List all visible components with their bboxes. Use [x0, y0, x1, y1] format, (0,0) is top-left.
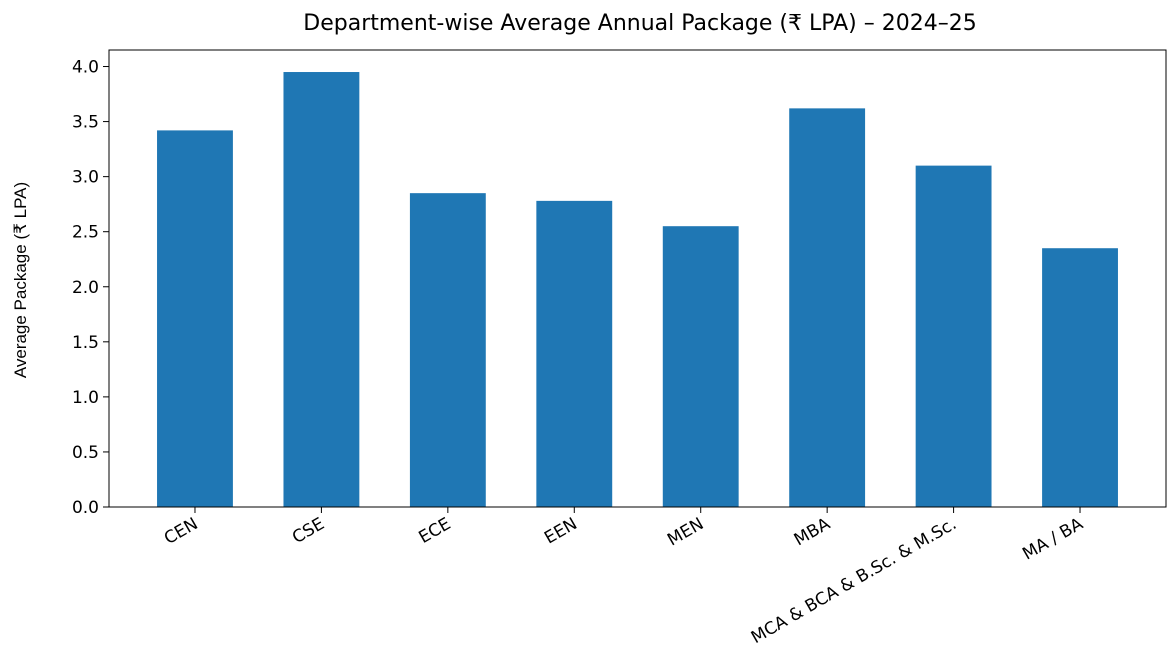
x-tick-label: MA / BA	[1019, 514, 1087, 565]
bar	[915, 165, 992, 507]
bar	[1042, 248, 1118, 508]
chart-title: Department-wise Average Annual Package (…	[303, 11, 976, 36]
x-tick-label: EEN	[541, 514, 581, 548]
y-tick-label: 3.5	[72, 113, 99, 133]
y-tick-label: 4.0	[72, 58, 99, 78]
y-tick-label: 0.5	[72, 443, 99, 463]
bar	[789, 108, 866, 507]
x-tick-label: ECE	[415, 514, 454, 548]
bar	[409, 193, 486, 508]
bar	[536, 200, 613, 508]
y-tick-label: 0.0	[72, 498, 99, 518]
y-tick-label: 1.5	[72, 333, 99, 353]
plot-frame	[108, 49, 1167, 508]
y-tick-label: 1.0	[72, 388, 99, 408]
y-tick-label: 2.5	[72, 223, 99, 243]
bar	[157, 130, 233, 508]
bar	[283, 72, 360, 507]
x-tick-label: MEN	[664, 514, 707, 550]
y-tick-label: 3.0	[72, 168, 99, 188]
x-tick-label: CSE	[289, 514, 328, 548]
y-axis-label: Average Package (₹ LPA)	[11, 182, 30, 378]
y-tick-label: 2.0	[72, 278, 99, 298]
x-tick-label: CEN	[161, 514, 202, 549]
x-tick-label: MCA & BCA & B.Sc. & M.Sc.	[748, 514, 960, 648]
x-tick-label: MBA	[791, 514, 834, 550]
bar	[662, 226, 739, 508]
